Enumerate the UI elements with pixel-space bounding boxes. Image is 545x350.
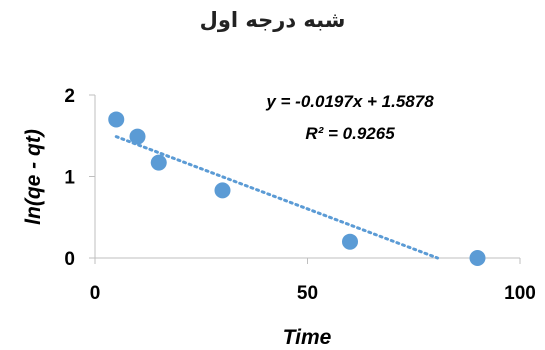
- y-tick-label: 0: [64, 249, 75, 270]
- data-point: [129, 128, 146, 145]
- data-point: [150, 154, 167, 171]
- data-point: [342, 233, 358, 250]
- data-point: [469, 250, 486, 266]
- x-axis-label: Time: [283, 326, 332, 349]
- trendline: [114, 135, 440, 260]
- data-point: [214, 182, 231, 199]
- points-group: [108, 111, 486, 266]
- x-tick-label: 0: [90, 283, 101, 304]
- data-point: [108, 111, 125, 128]
- axes-group: 0 1 2 0 50 100: [64, 86, 535, 304]
- trendline-equation: y = -0.0197x + 1.5878: [265, 92, 434, 111]
- y-tick-label: 2: [64, 86, 75, 107]
- trendline-r-squared: R² = 0.9265: [305, 124, 395, 143]
- x-tick-label: 100: [504, 283, 536, 304]
- y-axis-label: ln(qe - qt): [22, 129, 45, 225]
- trendline-group: [114, 135, 440, 260]
- chart-title: شبه درجه اول: [199, 8, 346, 32]
- y-tick-label: 1: [64, 168, 75, 189]
- x-tick-label: 50: [297, 283, 318, 304]
